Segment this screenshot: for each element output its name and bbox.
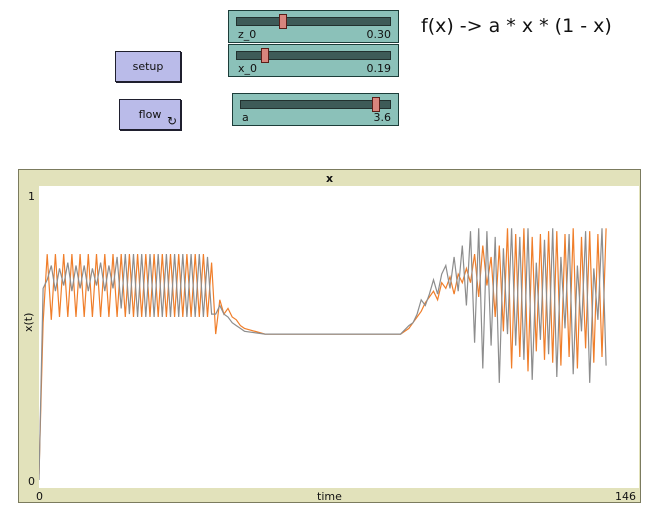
slider-x0-label: x_0: [238, 62, 258, 75]
setup-button-label: setup: [132, 60, 164, 73]
slider-x0[interactable]: x_0 0.19: [228, 44, 399, 77]
plot-x-axis-label: time: [317, 490, 342, 503]
slider-a-thumb[interactable]: [371, 97, 380, 112]
slider-z0-thumb[interactable]: [278, 14, 287, 29]
flow-button[interactable]: flow ↻: [119, 99, 181, 130]
slider-z0-label: z_0: [238, 28, 257, 41]
forever-icon: ↻: [166, 114, 177, 128]
plot-x-max-label: 146: [615, 490, 636, 503]
slider-a[interactable]: a 3.6: [232, 93, 399, 126]
flow-button-label: flow: [138, 108, 162, 121]
slider-x0-thumb[interactable]: [261, 48, 270, 63]
slider-z0-track[interactable]: [236, 17, 391, 26]
plot-x-min-label: 0: [36, 490, 43, 503]
plot-y-min-label: 0: [28, 475, 35, 488]
plot-area: [39, 186, 639, 488]
plot-x[interactable]: x x(t) 1 0 0 time 146: [18, 169, 641, 503]
slider-a-value: 3.6: [373, 111, 392, 124]
slider-a-label: a: [242, 111, 249, 124]
formula-note: f(x) -> a * x * (1 - x): [421, 15, 612, 37]
plot-y-axis-label: x(t): [22, 312, 35, 332]
slider-z0-value: 0.30: [366, 28, 392, 41]
plot-title: x: [325, 172, 334, 185]
plot-y-max-label: 1: [28, 190, 35, 203]
plot-canvas: [39, 228, 607, 481]
slider-x0-track[interactable]: [236, 51, 391, 60]
setup-button[interactable]: setup: [115, 51, 181, 82]
slider-x0-value: 0.19: [366, 62, 392, 75]
slider-z0[interactable]: z_0 0.30: [228, 10, 399, 43]
plot-series-1-line: [39, 228, 607, 481]
slider-a-track[interactable]: [240, 100, 391, 109]
